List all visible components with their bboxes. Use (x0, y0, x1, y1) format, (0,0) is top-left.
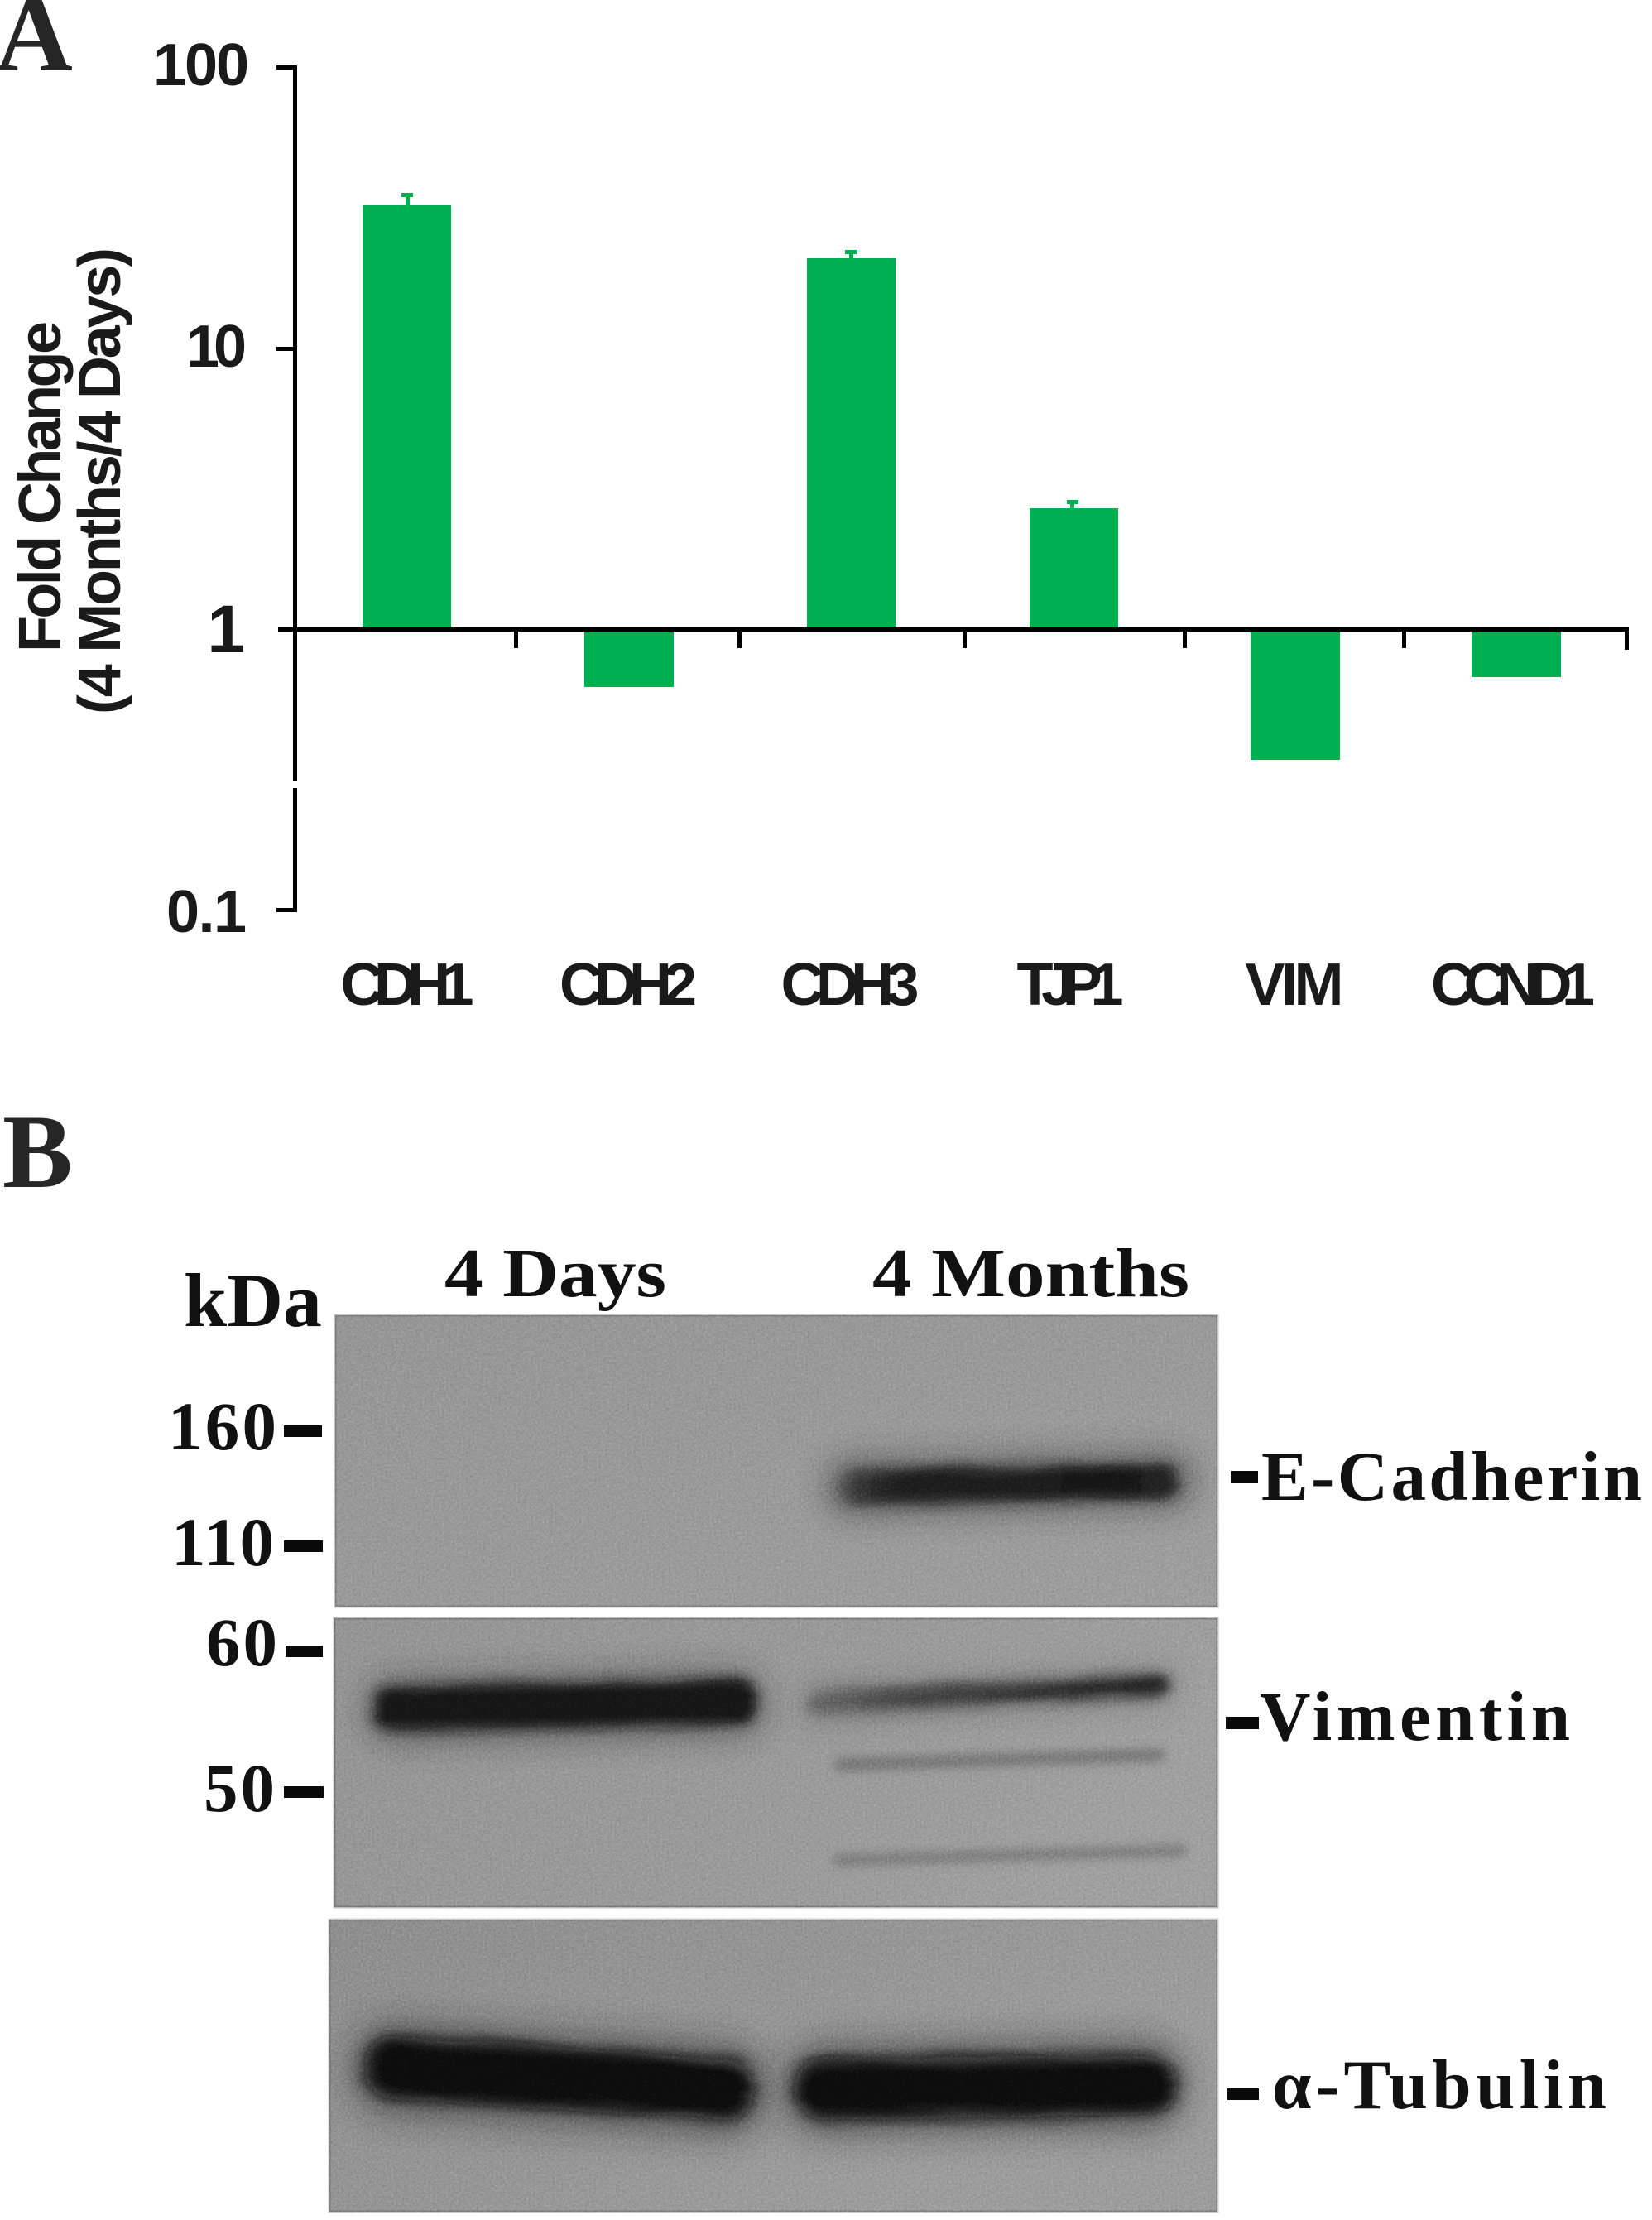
svg-text:110: 110 (171, 1504, 274, 1580)
svg-text:CDH1: CDH1 (341, 952, 474, 1018)
svg-text:α-Tubulin: α-Tubulin (1272, 2046, 1606, 2124)
svg-text:kDa: kDa (184, 1258, 322, 1343)
svg-text:CDH2: CDH2 (559, 952, 697, 1018)
svg-text:B: B (2, 1094, 73, 1210)
svg-text:10: 10 (186, 314, 247, 380)
svg-text:4 Days: 4 Days (444, 1235, 666, 1312)
svg-text:1: 1 (207, 592, 245, 667)
svg-text:TJP1: TJP1 (1017, 952, 1124, 1018)
svg-text:(4 Months/4 Days): (4 Months/4 Days) (67, 247, 133, 714)
svg-text:CDH3: CDH3 (781, 952, 920, 1018)
svg-text:A: A (0, 0, 73, 94)
svg-text:CCND1: CCND1 (1431, 952, 1595, 1018)
svg-text:100: 100 (153, 32, 249, 99)
svg-text:0.1: 0.1 (166, 879, 247, 945)
svg-text:Vimentin: Vimentin (1260, 1678, 1570, 1756)
svg-text:4 Months: 4 Months (872, 1235, 1189, 1312)
svg-text:VIM: VIM (1246, 952, 1344, 1018)
svg-text:E-Cadherin: E-Cadherin (1261, 1438, 1642, 1516)
svg-text:160: 160 (168, 1388, 276, 1464)
svg-text:Fold Change: Fold Change (7, 321, 74, 652)
